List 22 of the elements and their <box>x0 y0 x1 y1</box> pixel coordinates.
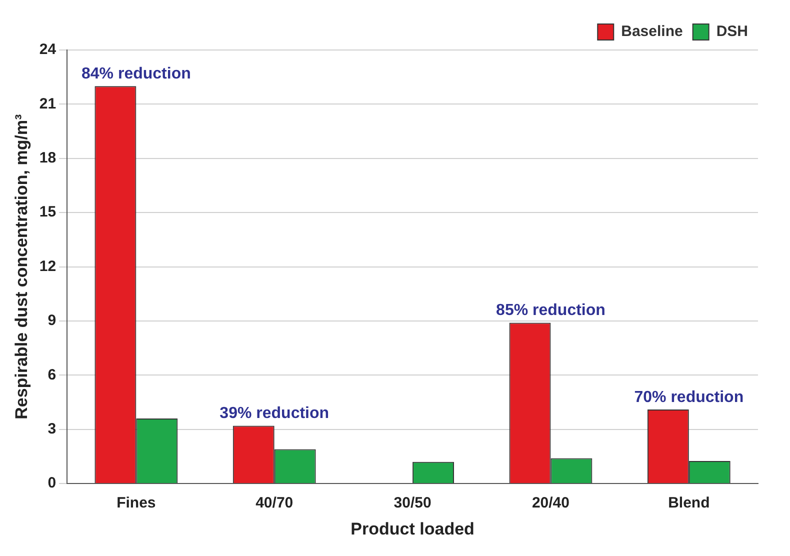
x-tick-label: 20/40 <box>532 494 570 512</box>
annotation: 84% reduction <box>81 66 191 83</box>
x-tick-label: 40/70 <box>256 494 294 512</box>
x-axis-title: Product loaded <box>350 519 474 538</box>
y-tick-label: 12 <box>39 258 56 275</box>
y-tick-label: 9 <box>48 312 56 330</box>
y-tick-label: 21 <box>39 95 56 112</box>
y-tick-label: 6 <box>48 366 56 384</box>
legend-label: Baseline <box>621 23 683 40</box>
x-tick-label: 30/50 <box>394 494 432 512</box>
x-tick-label: Blend <box>668 494 710 512</box>
y-tick-label: 18 <box>39 150 56 167</box>
y-tick-label: 3 <box>48 420 56 438</box>
y-tick-label: 0 <box>48 474 56 492</box>
annotation: 70% reduction <box>634 388 744 406</box>
y-tick-label: 15 <box>39 204 56 221</box>
y-tick-label: 24 <box>39 41 57 58</box>
annotation: 85% reduction <box>496 302 606 320</box>
y-axis-title: Respirable dust concentration, mg/m³ <box>12 114 31 420</box>
annotation: 39% reduction <box>220 405 330 422</box>
x-tick-label: Fines <box>116 494 156 512</box>
legend-label: DSH <box>716 23 748 40</box>
